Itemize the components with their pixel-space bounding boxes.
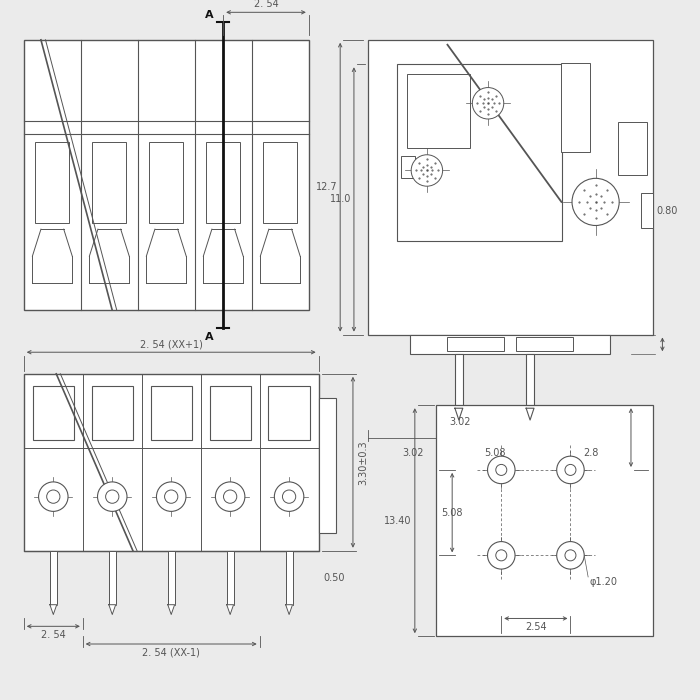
Bar — [227, 551, 234, 605]
Polygon shape — [50, 605, 57, 615]
Bar — [318, 398, 336, 533]
Bar — [516, 337, 573, 351]
Text: A: A — [205, 332, 214, 342]
Text: φ1.20: φ1.20 — [589, 577, 617, 587]
Bar — [640, 193, 652, 228]
Circle shape — [473, 88, 504, 119]
Polygon shape — [227, 605, 234, 615]
Bar — [35, 142, 69, 223]
Bar — [618, 122, 647, 176]
Bar — [92, 142, 127, 223]
Polygon shape — [455, 408, 463, 420]
Bar — [149, 142, 183, 223]
Text: 5.08: 5.08 — [484, 447, 505, 458]
Circle shape — [572, 178, 620, 225]
Text: 13.40: 13.40 — [384, 516, 412, 526]
Bar — [526, 354, 534, 408]
Bar — [209, 386, 251, 440]
Circle shape — [47, 490, 60, 503]
Text: 3.02: 3.02 — [449, 417, 471, 427]
Text: A: A — [205, 10, 214, 20]
Bar — [50, 551, 57, 605]
Circle shape — [565, 464, 576, 475]
Text: 11.0: 11.0 — [330, 195, 351, 204]
Circle shape — [487, 542, 515, 569]
Text: 2.8: 2.8 — [584, 447, 599, 458]
Bar — [168, 551, 174, 605]
Bar — [410, 335, 610, 354]
Bar — [92, 386, 133, 440]
Polygon shape — [108, 605, 116, 615]
Polygon shape — [526, 408, 534, 420]
Text: 2.54: 2.54 — [525, 622, 547, 632]
Text: 0.80: 0.80 — [657, 206, 678, 216]
Bar — [447, 337, 505, 351]
Text: 12.7: 12.7 — [316, 182, 337, 192]
Bar — [407, 74, 470, 148]
Circle shape — [496, 464, 507, 475]
Circle shape — [556, 542, 584, 569]
Text: 3.30±0.3: 3.30±0.3 — [358, 440, 368, 484]
Text: 5.08: 5.08 — [442, 508, 463, 517]
Bar — [24, 40, 309, 310]
Bar — [286, 551, 293, 605]
Circle shape — [38, 482, 68, 512]
Circle shape — [97, 482, 127, 512]
Circle shape — [274, 482, 304, 512]
Bar — [263, 142, 298, 223]
Text: 2. 54 (XX+1): 2. 54 (XX+1) — [140, 340, 202, 349]
Circle shape — [487, 456, 515, 484]
Bar — [455, 354, 463, 408]
Circle shape — [223, 490, 237, 503]
Bar — [401, 156, 415, 178]
Circle shape — [164, 490, 178, 503]
Text: 0.50: 0.50 — [323, 573, 345, 582]
Circle shape — [556, 456, 584, 484]
Bar — [368, 40, 652, 335]
Circle shape — [106, 490, 119, 503]
Bar — [561, 64, 590, 152]
Circle shape — [157, 482, 186, 512]
Bar — [24, 374, 319, 551]
Polygon shape — [286, 605, 293, 615]
Circle shape — [411, 155, 442, 186]
Text: 2. 54: 2. 54 — [253, 0, 279, 9]
Text: 2. 54: 2. 54 — [41, 630, 66, 640]
Bar — [397, 64, 562, 242]
Circle shape — [496, 550, 507, 561]
Bar — [269, 386, 309, 440]
Bar — [33, 386, 74, 440]
Bar — [150, 386, 192, 440]
Polygon shape — [168, 605, 174, 615]
Circle shape — [565, 550, 576, 561]
Bar — [206, 142, 240, 223]
Circle shape — [283, 490, 295, 503]
Bar — [437, 405, 652, 636]
Text: 2. 54 (XX-1): 2. 54 (XX-1) — [142, 648, 200, 658]
Text: 3.02: 3.02 — [402, 447, 424, 458]
Bar — [108, 551, 116, 605]
Circle shape — [216, 482, 245, 512]
